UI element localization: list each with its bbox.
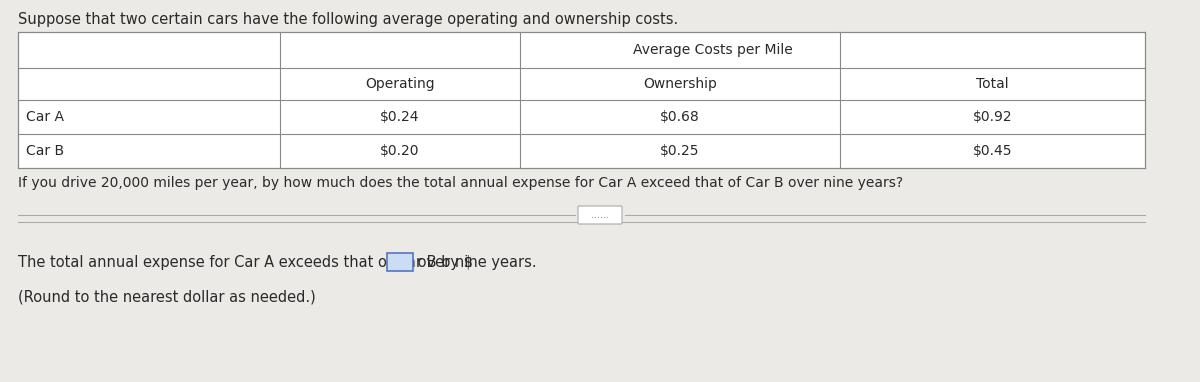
Text: $0.45: $0.45	[973, 144, 1013, 158]
Text: $0.92: $0.92	[973, 110, 1013, 124]
Bar	[388, 253, 413, 271]
Text: $0.20: $0.20	[380, 144, 420, 158]
Text: The total annual expense for Car A exceeds that of Car B by $: The total annual expense for Car A excee…	[18, 254, 473, 269]
Text: Operating: Operating	[365, 77, 434, 91]
Text: $0.25: $0.25	[660, 144, 700, 158]
Text: $0.24: $0.24	[380, 110, 420, 124]
Text: (Round to the nearest dollar as needed.): (Round to the nearest dollar as needed.)	[18, 290, 316, 305]
Text: Total: Total	[976, 77, 1009, 91]
Text: over nine years.: over nine years.	[413, 254, 536, 269]
Text: If you drive 20,000 miles per year, by how much does the total annual expense fo: If you drive 20,000 miles per year, by h…	[18, 176, 904, 190]
Text: $0.68: $0.68	[660, 110, 700, 124]
Text: Average Costs per Mile: Average Costs per Mile	[632, 43, 792, 57]
FancyBboxPatch shape	[578, 206, 622, 224]
Text: Car A: Car A	[26, 110, 64, 124]
Text: Suppose that two certain cars have the following average operating and ownership: Suppose that two certain cars have the f…	[18, 12, 678, 27]
Text: Car B: Car B	[26, 144, 64, 158]
Text: Ownership: Ownership	[643, 77, 716, 91]
Bar	[18, 32, 1145, 168]
Text: ……: ……	[592, 210, 608, 220]
